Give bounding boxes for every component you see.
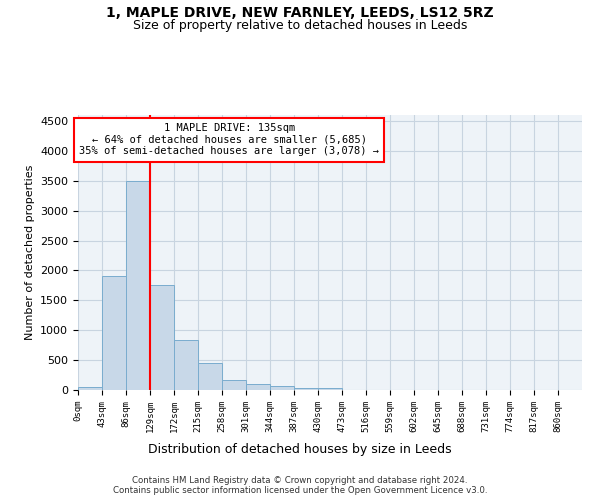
Bar xyxy=(294,388,318,390)
Bar xyxy=(126,181,150,390)
Bar xyxy=(246,384,270,390)
Text: Size of property relative to detached houses in Leeds: Size of property relative to detached ho… xyxy=(133,18,467,32)
Bar xyxy=(222,380,246,390)
Bar xyxy=(270,386,294,390)
Text: Contains HM Land Registry data © Crown copyright and database right 2024.
Contai: Contains HM Land Registry data © Crown c… xyxy=(113,476,487,495)
Bar xyxy=(150,286,174,390)
Bar xyxy=(78,387,102,390)
Bar xyxy=(318,388,342,390)
Y-axis label: Number of detached properties: Number of detached properties xyxy=(25,165,35,340)
Bar xyxy=(198,363,222,390)
Text: 1, MAPLE DRIVE, NEW FARNLEY, LEEDS, LS12 5RZ: 1, MAPLE DRIVE, NEW FARNLEY, LEEDS, LS12… xyxy=(106,6,494,20)
Text: Distribution of detached houses by size in Leeds: Distribution of detached houses by size … xyxy=(148,442,452,456)
Bar xyxy=(174,340,198,390)
Text: 1 MAPLE DRIVE: 135sqm
← 64% of detached houses are smaller (5,685)
35% of semi-d: 1 MAPLE DRIVE: 135sqm ← 64% of detached … xyxy=(79,123,379,156)
Bar xyxy=(102,276,126,390)
